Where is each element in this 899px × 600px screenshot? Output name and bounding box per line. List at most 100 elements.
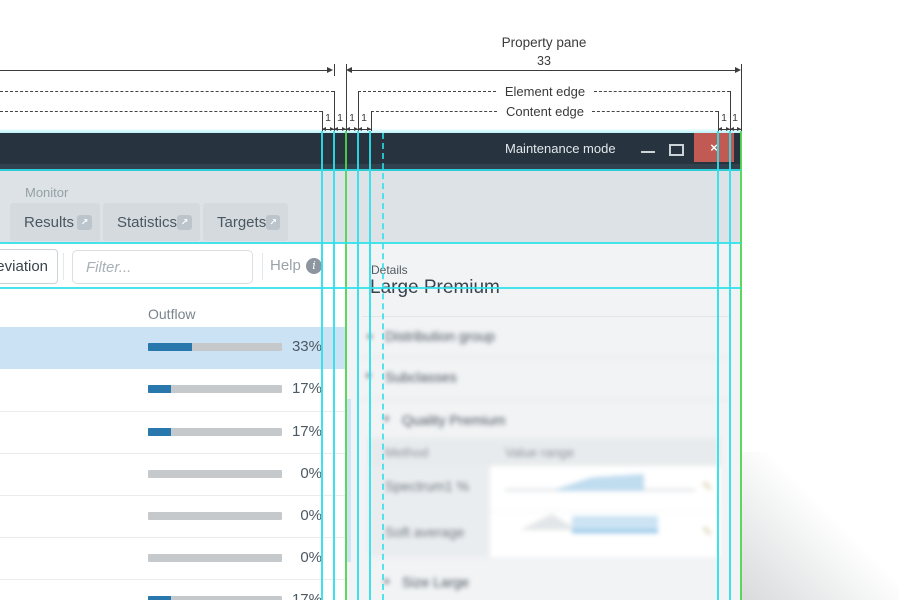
details-section-label: Details (371, 263, 408, 277)
outflow-bar-track (148, 470, 282, 478)
subtable-label-column (368, 466, 490, 557)
dimension-arrow (327, 67, 333, 73)
filter-input[interactable] (72, 250, 253, 284)
close-button[interactable]: × (694, 133, 734, 162)
outflow-percent-label: 0% (300, 507, 322, 524)
outflow-bar-track (148, 596, 282, 600)
vertical-guide-green (345, 131, 347, 600)
blurred-tree-region: ▸ Distribution group ▾ Subclasses ▾ Qual… (346, 244, 741, 600)
tab-targets[interactable]: Targets ↗ (203, 203, 288, 241)
gap-size-label: 1 (732, 112, 738, 124)
table-row[interactable]: 33% (0, 327, 346, 369)
close-icon: × (710, 140, 718, 155)
gap-size-label: 1 (361, 112, 367, 124)
method-label-spectrum: Spectrum1 % (385, 478, 470, 494)
panel-divider (362, 399, 729, 400)
dimension-tick (334, 64, 335, 76)
method-label-soft-average: Soft average (385, 524, 465, 540)
outflow-percent-label: 17% (291, 380, 322, 397)
tab-statistics[interactable]: Statistics ↗ (103, 203, 200, 241)
outflow-bar-fill (148, 428, 171, 436)
dimension-extension-line (346, 64, 347, 131)
subtable-header-row: Method Value range (368, 438, 720, 466)
vertical-guide-cyan (321, 131, 323, 600)
outflow-bar-fill (148, 385, 171, 393)
vertical-guide-cyan (333, 131, 335, 600)
horizontal-guide-cyan (0, 287, 741, 289)
property-pane-width-value: 33 (537, 54, 551, 68)
outflow-percent-label: 17% (291, 591, 322, 600)
minimize-button[interactable] (641, 151, 655, 153)
outflow-bar-track (148, 385, 282, 393)
leader-corner (334, 91, 335, 131)
outflow-bar-fill (148, 596, 171, 600)
maximize-button[interactable] (669, 144, 684, 156)
toolbar-divider (262, 253, 263, 280)
left-pane (0, 244, 346, 600)
panel-divider (362, 316, 729, 317)
gap-size-label: 1 (721, 112, 727, 124)
info-icon[interactable]: i (306, 258, 322, 274)
tree-item-distribution-group[interactable]: Distribution group (385, 328, 495, 344)
outflow-column-header: Outflow (148, 306, 196, 322)
outflow-percent-label: 0% (300, 465, 322, 482)
table-row[interactable]: 0% (0, 453, 346, 495)
toolbar-divider (63, 253, 64, 280)
popout-icon: ↗ (77, 214, 92, 230)
leader-corner (730, 91, 731, 131)
horizontal-guide-cyan (0, 242, 741, 244)
help-link[interactable]: Help (270, 257, 301, 274)
table-row[interactable]: 17% (0, 369, 346, 411)
dimension-extension-line (741, 64, 742, 131)
element-edge-leader (358, 91, 496, 92)
tree-item-quality-premium[interactable]: Quality Premium (402, 412, 506, 428)
gap-dimension-arrows (358, 127, 371, 132)
method-value-table: Method Value range Spectrum1 % Soft aver… (368, 438, 720, 557)
window-title: Maintenance mode (505, 141, 616, 156)
element-edge-leader (594, 91, 730, 92)
element-edge-leader (0, 91, 334, 92)
monitor-section-label: Monitor (25, 185, 69, 200)
outflow-bar-track (148, 343, 282, 351)
leader-corner (718, 111, 719, 131)
outflow-bar-track (148, 512, 282, 520)
leader-corner (358, 91, 359, 131)
table-row[interactable]: 0% (0, 495, 346, 537)
element-edge-label: Element edge (504, 84, 586, 99)
outflow-percent-label: 0% (300, 549, 322, 566)
edit-pencil-icon[interactable]: ✎ (702, 479, 713, 494)
horizontal-guide-cyan (0, 169, 741, 171)
chevron-down-icon: ▾ (366, 371, 371, 382)
tab-label: Statistics (117, 213, 178, 231)
table-row[interactable]: 17% (0, 579, 346, 600)
details-panel: Details Large Premium ▸ Distribution gro… (346, 244, 741, 600)
popout-icon: ↗ (266, 214, 280, 230)
value-range-column-header: Value range (505, 445, 575, 460)
tab-label: Targets (217, 213, 267, 231)
selection-indicator-strip (346, 399, 351, 562)
tab-label: Results (24, 213, 75, 231)
table-row[interactable]: 0% (0, 537, 346, 579)
tree-item-size-large[interactable]: Size Large (402, 574, 469, 590)
property-pane-label: Property pane (501, 35, 587, 50)
outflow-percent-label: 33% (291, 338, 322, 355)
leader-corner (371, 111, 372, 131)
content-edge-label: Content edge (505, 104, 585, 119)
table-row[interactable]: 17% (0, 411, 346, 453)
vertical-guide-cyan (729, 131, 731, 600)
content-edge-leader (0, 111, 322, 112)
dimension-arrow (346, 67, 352, 73)
vertical-guide-cyan (717, 131, 719, 600)
edit-pencil-icon[interactable]: ✎ (702, 524, 713, 539)
value-row-divider (490, 511, 720, 512)
tree-item-subclasses[interactable]: Subclasses (385, 369, 457, 385)
gap-dimension-arrows (334, 127, 346, 132)
dimension-line-left (0, 70, 330, 71)
vertical-guide-dashed (382, 133, 384, 600)
gap-dimension-arrows (730, 127, 741, 132)
tab-results[interactable]: Results ↗ (10, 203, 100, 241)
outflow-bar-fill (148, 343, 192, 351)
range-selection-baseline (572, 530, 658, 533)
deviation-chip-button[interactable]: eviation (0, 249, 58, 284)
